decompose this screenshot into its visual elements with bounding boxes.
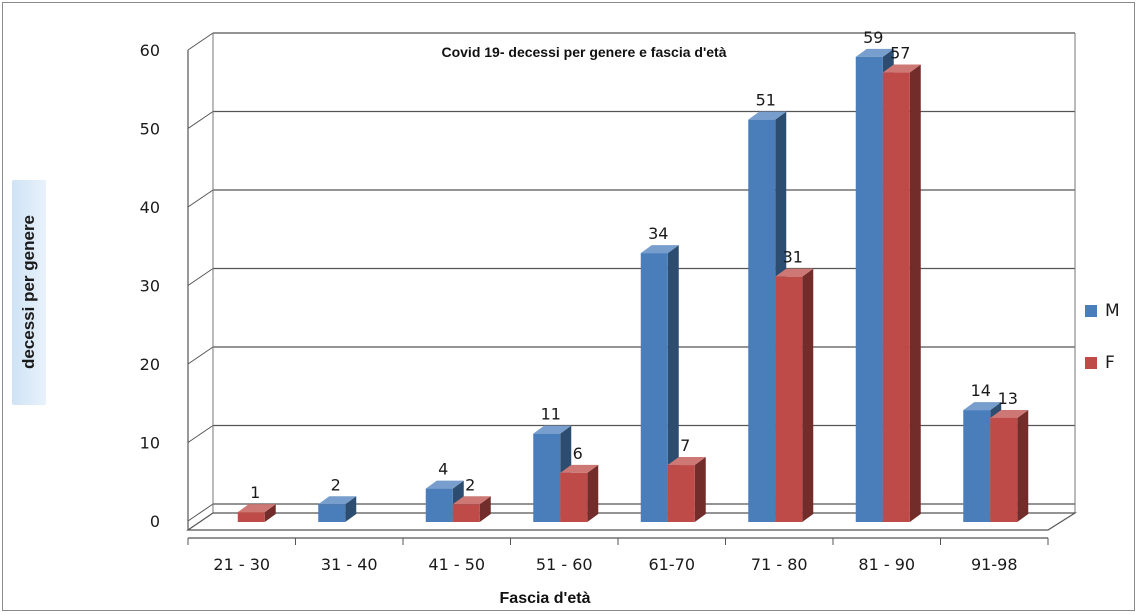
legend: M F [1085,300,1120,404]
bar-m-2 [425,480,464,522]
data-label-m-5: 51 [756,91,776,110]
bar-m-4 [640,245,679,522]
x-tick-label: 41 - 50 [428,555,485,574]
bar-f-2 [452,496,491,522]
gridline-side-3 [187,268,214,286]
bar-f-0 [237,504,276,522]
data-label-f-5: 31 [783,248,803,267]
bar-f-4 [667,457,706,522]
data-label-m-4: 34 [648,224,668,243]
x-tick-label: 21 - 30 [213,555,270,574]
y-tick-label: 10 [140,434,160,453]
data-label-m-6: 59 [863,28,883,47]
x-tick-label: 71 - 80 [751,555,808,574]
y-tick-label: 20 [140,355,160,374]
data-label-m-2: 4 [438,460,448,479]
floor [186,512,1078,531]
y-tick-label: 50 [140,120,160,139]
legend-item-m: M [1085,300,1120,322]
gridline-side-1 [187,425,214,443]
y-tick-label: 0 [150,512,160,531]
data-label-f-3: 6 [573,444,583,463]
data-label-m-7: 14 [971,381,991,400]
y-tick-label: 60 [140,41,160,60]
legend-label-f: F [1105,353,1115,373]
data-label-f-7: 13 [998,389,1018,408]
data-label-f-2: 2 [465,475,475,494]
data-label-m-1: 2 [331,475,341,494]
gridline-side-2 [187,346,214,365]
x-tick-label: 51 - 60 [536,555,593,574]
bar-f-5 [775,268,814,522]
data-label-f-0: 1 [250,483,260,502]
x-tick-label: 61-70 [649,555,696,574]
legend-swatch-f [1085,357,1097,369]
y-tick-label: 40 [140,198,160,217]
legend-label-m: M [1105,301,1120,321]
chart-title: Covid 19- decessi per genere e fascia d'… [441,44,727,60]
gridline-side-4 [187,189,214,208]
bar-f-7 [990,409,1029,522]
y-tick-label: 30 [140,277,160,296]
bar-m-1 [318,496,357,522]
data-label-m-3: 11 [541,405,561,424]
x-tick-label: 91-98 [971,555,1018,574]
x-tick-label: 31 - 40 [321,555,378,574]
gridline-side-0 [187,503,214,522]
bar-f-3 [560,464,599,522]
gridline-side-6 [187,32,214,51]
gridline-side-5 [187,111,214,129]
bar-f-6 [882,64,921,523]
legend-item-f: F [1085,352,1120,374]
legend-swatch-m [1085,305,1097,317]
x-axis-label: Fascia d'età [499,590,591,607]
data-label-f-6: 57 [890,44,910,63]
y-axis-label-box [12,180,46,405]
data-label-f-4: 7 [680,436,690,455]
x-tick-label: 81 - 90 [858,555,915,574]
